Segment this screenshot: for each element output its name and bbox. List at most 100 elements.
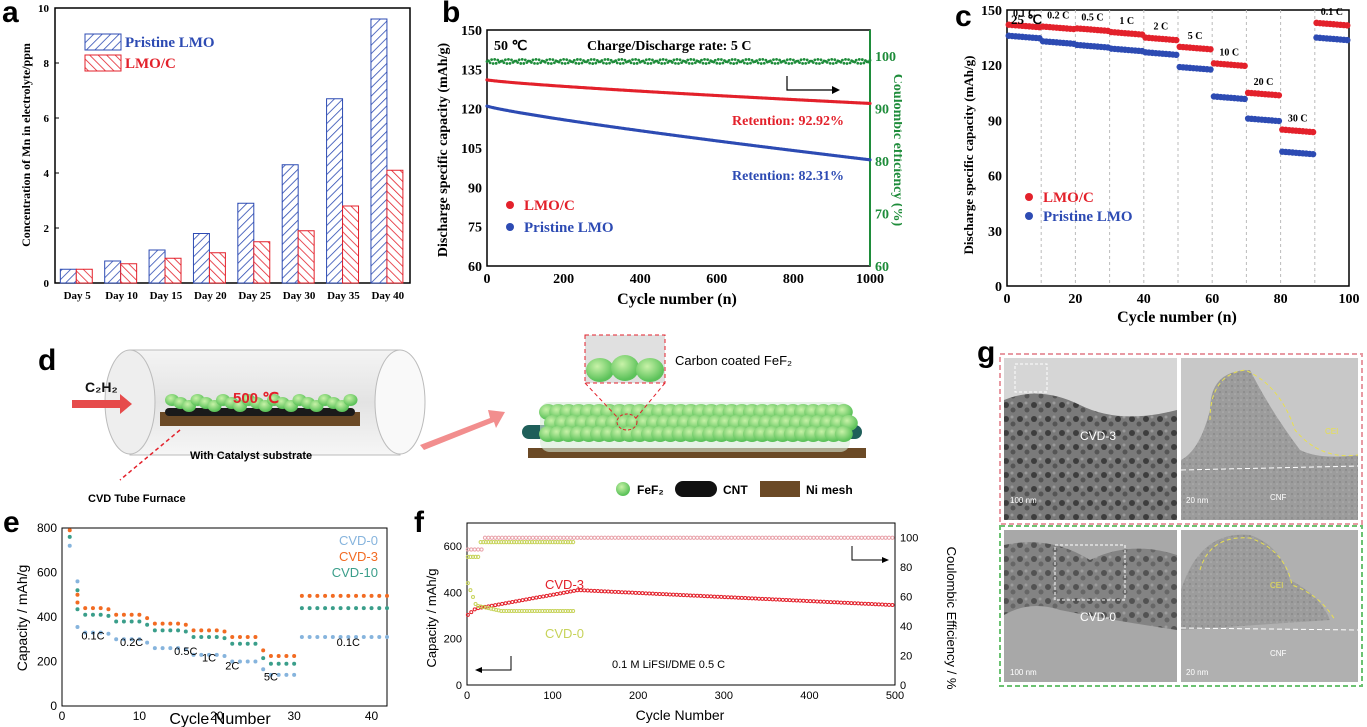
point-e-0 <box>106 631 111 636</box>
xtick-f-1: 100 <box>543 690 561 702</box>
point-e-0 <box>323 635 328 640</box>
ce-point-f <box>695 535 700 540</box>
ce-point-b <box>841 58 844 62</box>
ce-point-b <box>689 57 693 61</box>
ce-point-b <box>572 58 576 62</box>
cvd3-point-f <box>678 592 683 597</box>
xtick-e-3: 30 <box>287 709 301 723</box>
point-e-2 <box>160 628 165 633</box>
cvd3-point-f <box>856 601 861 606</box>
point-e-0 <box>369 635 374 640</box>
ytick-b-5: 135 <box>461 63 482 78</box>
ytick-b-1: 75 <box>468 221 482 236</box>
annot-ret1-b: Retention: 92.92% <box>732 114 844 129</box>
ni-mesh-layer <box>528 448 866 458</box>
ce-point-b <box>592 58 596 61</box>
process-arrow-icon <box>420 410 505 450</box>
point-e-0 <box>75 579 80 584</box>
ce-point-f <box>886 535 892 540</box>
point-e-2 <box>361 606 366 611</box>
cvd3-point-f <box>726 595 731 600</box>
cvd3-point-f <box>667 592 672 597</box>
ce-point-f <box>838 535 844 540</box>
cvd3-point-f <box>774 597 779 602</box>
ce0-point-f <box>504 540 509 545</box>
cvd3-point-f <box>465 612 470 617</box>
xtick-c-3: 60 <box>1205 292 1219 307</box>
bar-a-0-4 <box>237 202 255 284</box>
ce-point-b <box>545 58 549 62</box>
point-e-1 <box>245 635 250 640</box>
ylabel-b: Discharge specific capacity (mAh/g) <box>436 43 451 258</box>
ce0-point-f <box>542 540 547 545</box>
cvd3-point-f <box>712 594 717 599</box>
ce-point-b <box>701 61 705 65</box>
rate-label-c-7: 20 C <box>1254 77 1274 88</box>
point-e-2 <box>307 606 312 611</box>
xtick-e-0: 0 <box>59 709 66 723</box>
cvd3-point-f <box>506 600 511 605</box>
ce-point-b <box>608 61 611 65</box>
point-e-0 <box>361 635 366 640</box>
ce-point-b <box>670 61 674 64</box>
ce-point-b <box>543 60 547 64</box>
arrow-right-f-icon <box>851 546 882 561</box>
ce-point-b <box>530 61 533 64</box>
point-c-1 <box>1241 95 1248 103</box>
cvd3-point-f <box>599 589 604 594</box>
cvd3-point-f <box>811 599 816 604</box>
legend-swatch-lmoc <box>84 54 122 72</box>
point-e-1 <box>183 622 188 627</box>
xtick-a-7: Day 40 <box>371 290 404 302</box>
ce-point-b <box>716 58 720 61</box>
ce-point-b <box>674 62 677 65</box>
point-e-2 <box>75 607 80 612</box>
cvd3-point-f <box>633 590 638 595</box>
ce-point-f <box>784 535 789 540</box>
cvd3-point-f <box>750 596 755 601</box>
xtick-a-1: Day 10 <box>105 290 138 302</box>
ce-point-f <box>681 535 686 540</box>
cvd3-point-f <box>609 589 614 594</box>
ce-point-b <box>580 61 584 65</box>
point-e-2 <box>176 628 181 633</box>
cvd3-point-f <box>763 597 768 602</box>
xlabel-b: Cycle number (n) <box>617 291 737 308</box>
point-e-1 <box>346 593 351 598</box>
cvd3-point-f <box>524 597 529 602</box>
ce-point-f <box>643 535 649 540</box>
point-e-1 <box>377 593 382 598</box>
ce-point-b <box>845 62 849 65</box>
gas-label: C₂H₂ <box>85 379 118 395</box>
ce0-point-f <box>565 540 571 545</box>
ce-point-b <box>798 61 801 64</box>
point-e-0 <box>338 635 343 640</box>
ce-point-f <box>541 535 546 540</box>
point-e-1 <box>176 621 181 626</box>
ce-point-f <box>486 535 491 540</box>
point-e-1 <box>67 528 72 533</box>
panel-label-f: f <box>414 508 425 539</box>
ce-point-b <box>534 57 538 61</box>
point-c-1 <box>1275 117 1283 125</box>
cnf-bottom: CNF <box>1270 649 1287 658</box>
ce-point-b <box>862 61 866 65</box>
point-e-0 <box>114 637 119 642</box>
chart-f: f Capacity / mAh/g Coulombic Efficiency … <box>414 508 957 723</box>
ce-point-b <box>629 61 633 65</box>
ce-point-b <box>575 58 579 61</box>
ytick-c-5: 150 <box>981 4 1002 19</box>
ce-point-f <box>513 535 518 540</box>
ce-point-b <box>678 58 682 62</box>
cei-bottom: CEI <box>1270 581 1283 590</box>
cvd3-point-f <box>791 598 796 603</box>
ce-point-f <box>818 535 823 540</box>
ce-point-b <box>859 62 863 65</box>
point-e-1 <box>299 593 304 598</box>
xtick-a-5: Day 30 <box>283 290 316 302</box>
point-e-0 <box>253 659 258 664</box>
rate-label-e-2: 0.5C <box>174 646 197 658</box>
xtick-f-5: 500 <box>886 690 904 702</box>
ce0-point-f <box>496 540 501 545</box>
ce-point-f <box>664 535 669 540</box>
